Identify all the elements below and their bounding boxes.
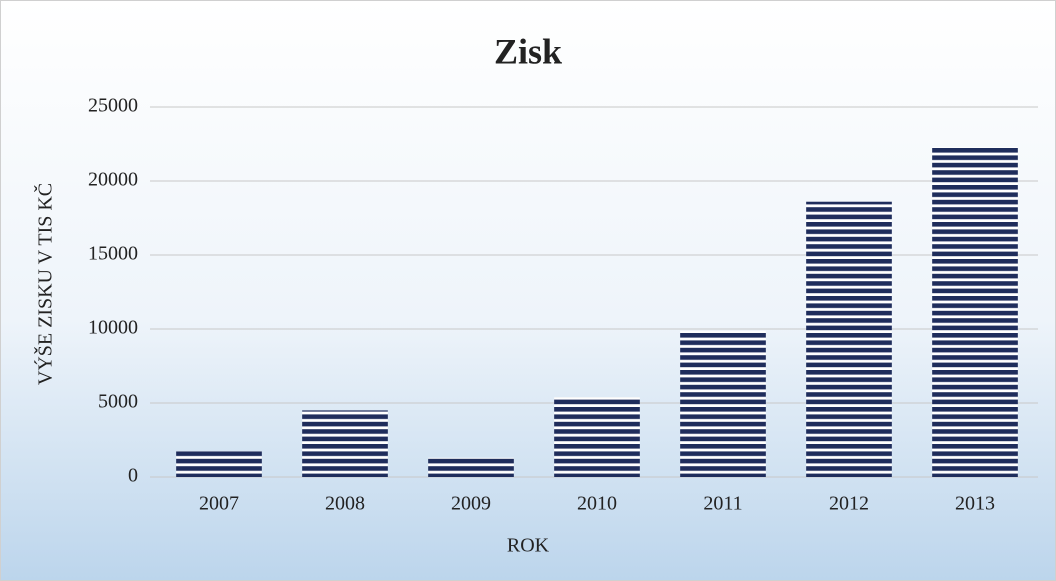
x-tick-label: 2009	[451, 493, 491, 515]
x-axis-label: ROK	[507, 535, 550, 557]
y-axis-label: VÝŠE ZISKU V TIS KČ	[33, 183, 57, 385]
bar	[176, 451, 262, 477]
bar	[428, 457, 514, 477]
y-tick-label: 25000	[88, 95, 138, 117]
bar	[554, 397, 640, 477]
y-tick-label: 20000	[88, 169, 138, 191]
chart-title: Zisk	[494, 31, 562, 71]
x-tick-label: 2013	[955, 493, 995, 515]
x-tick-label: 2012	[829, 493, 869, 515]
bar	[932, 146, 1018, 477]
y-tick-label: 0	[128, 465, 138, 487]
y-tick-label: 5000	[98, 391, 138, 413]
bar	[806, 201, 892, 477]
x-tick-label: 2008	[325, 493, 365, 515]
bar	[680, 330, 766, 477]
y-tick-label: 10000	[88, 317, 138, 339]
x-tick-label: 2010	[577, 493, 617, 515]
y-tick-label: 15000	[88, 243, 138, 265]
bar	[302, 410, 388, 477]
x-tick-label: 2007	[199, 493, 239, 515]
x-tick-label: 2011	[703, 493, 742, 515]
